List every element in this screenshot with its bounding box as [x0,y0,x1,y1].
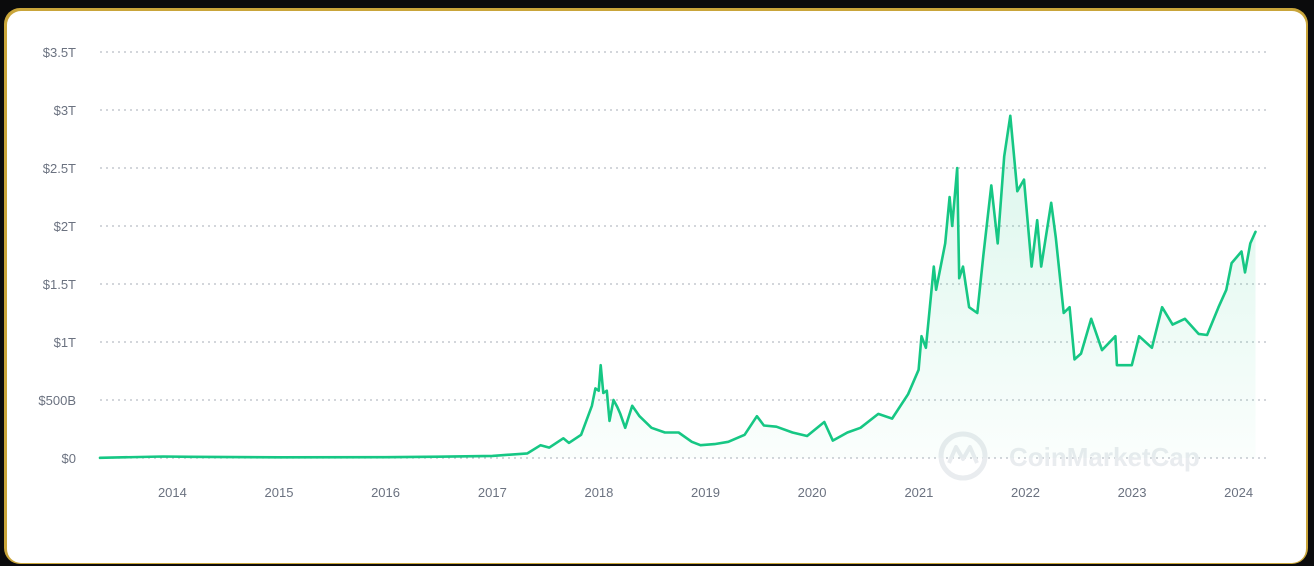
y-tick-label: $1.5T [43,277,76,292]
market-cap-chart[interactable]: CoinMarketCap $0$500B$1T$1.5T$2T$2.5T$3T… [7,11,1306,563]
y-tick-label: $2.5T [43,161,76,176]
y-tick-label: $3.5T [43,45,76,60]
x-tick-label: 2019 [691,485,720,500]
x-tick-label: 2022 [1011,485,1040,500]
y-tick-label: $2T [54,219,76,234]
y-tick-label: $3T [54,103,76,118]
market-cap-line[interactable] [98,114,1257,460]
y-tick-label: $1T [54,335,76,350]
x-tick-label: 2024 [1224,485,1253,500]
x-tick-label: 2018 [584,485,613,500]
chart-card: CoinMarketCap $0$500B$1T$1.5T$2T$2.5T$3T… [7,11,1306,563]
area-fill [100,115,1256,459]
y-axis: $0 $500B $1T $1.5T $2T $2.5T $3T $3.5T [38,45,76,466]
x-tick-label: 2014 [158,485,187,500]
x-tick-label: 2020 [798,485,827,500]
y-tick-label: $500B [38,393,76,408]
x-tick-label: 2015 [265,485,294,500]
x-tick-label: 2023 [1118,485,1147,500]
x-tick-label: 2021 [904,485,933,500]
x-tick-label: 2017 [478,485,507,500]
y-tick-label: $0 [62,451,76,466]
x-axis: 2014 2015 2016 2017 2018 2019 2020 2021 2022 2023… [158,485,1253,500]
x-tick-label: 2016 [371,485,400,500]
